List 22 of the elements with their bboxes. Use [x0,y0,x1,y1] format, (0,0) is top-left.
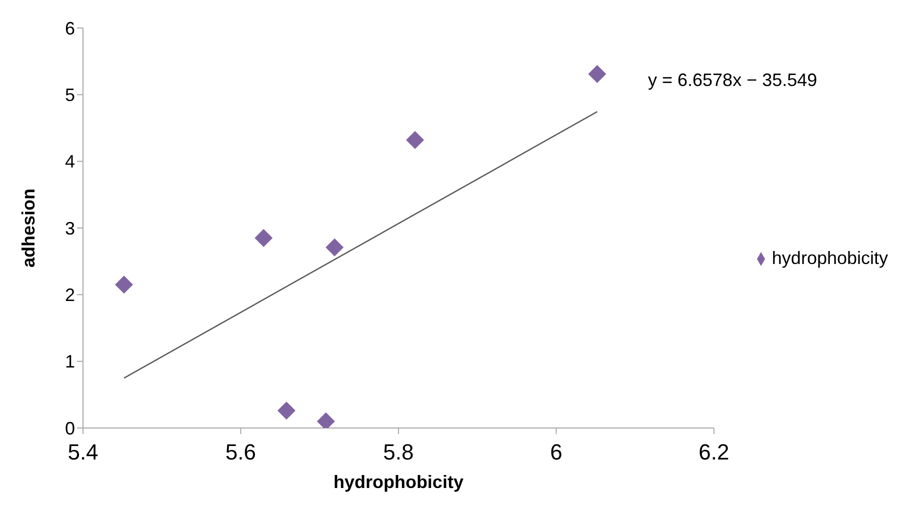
y-axis-title: adhesion [18,188,38,268]
x-tick-label: 5.6 [225,440,256,465]
y-tick-label: 5 [64,85,75,106]
y-tick-label: 0 [64,418,75,438]
point [277,402,296,420]
y-tick-label: 2 [64,285,75,306]
x-tick-label: 6 [550,440,562,465]
x-tick-label: 5.8 [383,440,414,465]
annotation: y = 6.6578x − 35.549 [648,70,818,91]
x-axis-title: hydrophobicity [333,472,464,492]
y-tick-label: 1 [64,352,75,372]
y-tick-label: 6 [64,18,75,38]
point [115,276,134,294]
x-tick-label: 6.2 [698,440,730,465]
point [588,65,606,83]
x-tick-label: 5.4 [68,440,98,465]
point [406,131,424,149]
y-tick-label: 4 [64,152,75,172]
point [254,229,273,247]
y-tick-label: 3 [64,218,75,238]
legend-label: hydrophobicity [772,248,888,268]
point [326,238,344,256]
